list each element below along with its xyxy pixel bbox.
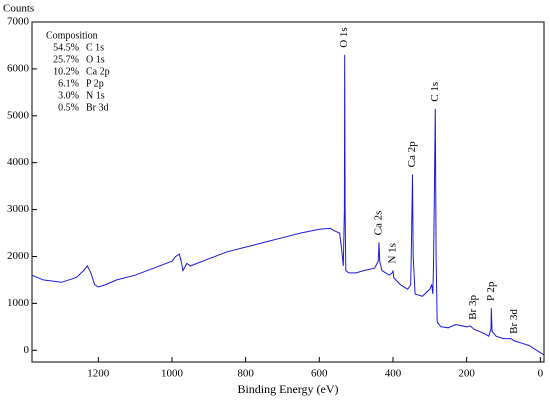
composition-name: N 1s [86,90,105,101]
composition-percent: 54.5% [53,42,79,53]
x-tick-label: 1000 [161,368,184,380]
x-tick-label: 200 [458,368,475,380]
plot-frame [31,21,545,363]
y-tick-label: 3000 [7,203,30,215]
peak-label: O 1s [338,27,350,47]
peak-label: Ca 2s [373,211,385,236]
composition-percent: 6.1% [58,78,79,89]
peak-label: P 2p [485,281,497,301]
peak-label: C 1s [429,82,441,102]
y-tick-label: 5000 [7,109,30,121]
peak-label: Br 3p [467,295,479,320]
peak-label: Br 3d [508,309,520,334]
composition-percent: 3.0% [58,90,79,101]
y-tick-label: 7000 [7,16,30,28]
composition-name: P 2p [86,78,104,89]
spectrum-line [31,54,545,356]
x-tick-label: 1200 [87,368,110,380]
x-tick-label: 800 [237,368,254,380]
y-axis-label: Counts [3,3,34,15]
y-tick-label: 1000 [7,297,30,309]
x-tick-label: 600 [311,368,328,380]
y-tick-label: 0 [24,344,30,356]
y-tick-label: 2000 [7,250,30,262]
x-axis-label: Binding Energy (eV) [237,382,338,396]
composition-name: Ca 2p [86,66,110,77]
composition-name: Br 3d [86,102,109,113]
peak-label: Ca 2p [406,141,418,167]
y-tick-label: 6000 [7,62,30,74]
composition-percent: 25.7% [53,54,79,65]
composition-name: C 1s [86,42,104,53]
peak-label: N 1s [387,243,399,263]
x-tick-label: 400 [385,368,402,380]
composition-name: O 1s [86,54,105,65]
composition-title: Composition [46,30,98,41]
y-tick-label: 4000 [7,156,30,168]
composition-percent: 10.2% [53,66,79,77]
x-tick-label: 0 [538,368,544,380]
composition-percent: 0.5% [58,102,79,113]
